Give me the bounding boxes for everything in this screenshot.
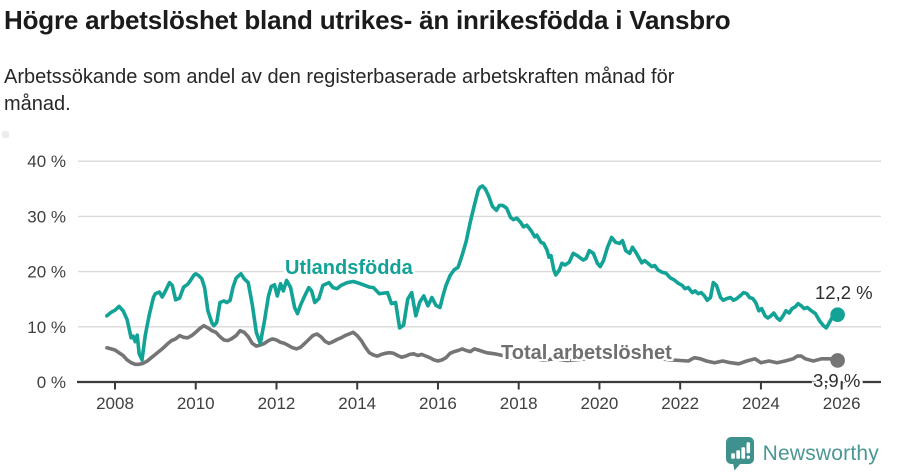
series-line-utlandsfodda bbox=[105, 184, 840, 362]
newsworthy-bubble-chart-icon bbox=[725, 437, 754, 471]
y-tick-label: 40 % bbox=[27, 152, 66, 171]
x-tick-label: 2016 bbox=[419, 394, 457, 413]
newsworthy-logo-text: Newsworthy bbox=[762, 442, 879, 465]
x-tick-label: 2022 bbox=[661, 394, 699, 413]
x-tick-label: 2018 bbox=[500, 394, 538, 413]
series-line-total bbox=[105, 323, 840, 367]
x-tick-label: 2026 bbox=[823, 394, 861, 413]
y-tick-label: 30 % bbox=[27, 207, 66, 226]
x-tick-label: 2012 bbox=[258, 394, 296, 413]
x-tick-label: 2024 bbox=[742, 394, 780, 413]
series-end-dot-utlandsfodda bbox=[830, 307, 845, 322]
chart-subtitle-line2: månad. bbox=[4, 93, 71, 115]
y-tick-label: 10 % bbox=[27, 318, 66, 337]
end-value-label-utlandsfodda: 12,2 % bbox=[815, 282, 873, 303]
page-title: Högre arbetslöshet bland utrikes- än inr… bbox=[4, 5, 731, 35]
newsworthy-logo: Newsworthy bbox=[725, 437, 879, 471]
series-label-utlandsfodda: Utlandsfödda bbox=[285, 257, 413, 279]
x-tick-label: 2020 bbox=[581, 394, 619, 413]
series-label-total-arbetsloshet: Total arbetslöshet bbox=[501, 342, 672, 364]
x-tick-label: 2010 bbox=[177, 394, 215, 413]
x-tick-label: 2008 bbox=[96, 394, 134, 413]
chart-subtitle-line1: Arbetssökande som andel av den registerb… bbox=[4, 66, 675, 88]
y-tick-label: 20 % bbox=[27, 263, 66, 282]
page-artifact-dot bbox=[2, 131, 9, 138]
series-end-dot-total bbox=[830, 353, 845, 368]
y-tick-label: 0 % bbox=[37, 373, 66, 392]
x-tick-label: 2014 bbox=[338, 394, 376, 413]
end-value-label-total: 3,9 % bbox=[813, 370, 861, 391]
